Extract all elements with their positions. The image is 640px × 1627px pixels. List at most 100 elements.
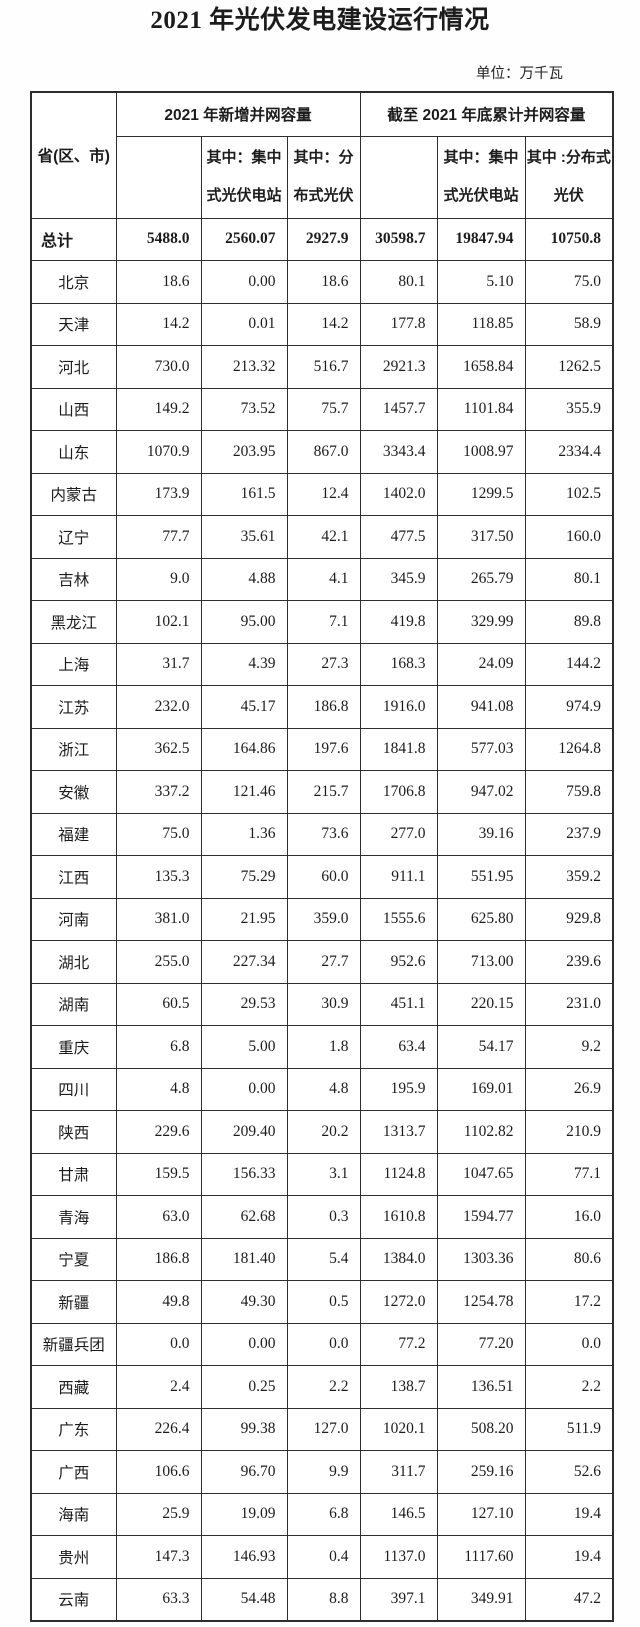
value-cell: 355.9 — [524, 387, 614, 431]
province-cell: 山东 — [30, 430, 117, 474]
value-cell: 1117.60 — [436, 1535, 526, 1579]
value-cell: 5.10 — [436, 260, 526, 304]
value-cell: 1008.97 — [436, 430, 526, 474]
value-cell: 80.1 — [524, 557, 614, 601]
value-cell: 30.9 — [286, 982, 361, 1026]
value-cell: 1916.0 — [359, 685, 438, 729]
table-row: 北京 18.6 0.00 18.6 80.1 5.10 75.0 — [30, 260, 614, 304]
province-cell: 内蒙古 — [30, 472, 117, 516]
value-cell: 63.3 — [115, 1577, 202, 1621]
value-cell: 60.0 — [286, 855, 361, 899]
value-cell: 0.3 — [286, 1195, 361, 1239]
province-cell: 黑龙江 — [30, 600, 117, 644]
table-row: 内蒙古 173.9 161.5 12.4 1402.0 1299.5 102.5 — [30, 472, 614, 516]
table-row: 湖北 255.0 227.34 27.7 952.6 713.00 239.6 — [30, 940, 614, 984]
value-cell: 947.02 — [436, 770, 526, 814]
value-cell: 18.6 — [286, 260, 361, 304]
value-cell: 1124.8 — [359, 1152, 438, 1196]
value-cell: 5.00 — [200, 1025, 288, 1069]
value-cell: 2560.07 — [200, 217, 288, 261]
value-cell: 161.5 — [200, 472, 288, 516]
subheader-new-centralized: 其中：集中 式光伏电站 — [200, 135, 288, 219]
value-cell: 259.16 — [436, 1450, 526, 1494]
province-cell: 新疆 — [30, 1280, 117, 1324]
province-cell: 河北 — [30, 345, 117, 389]
table-row: 福建 75.0 1.36 73.6 277.0 39.16 237.9 — [30, 812, 614, 856]
value-cell: 77.7 — [115, 515, 202, 559]
value-cell: 1706.8 — [359, 770, 438, 814]
value-cell: 169.01 — [436, 1067, 526, 1111]
value-cell: 177.8 — [359, 302, 438, 346]
province-cell: 湖北 — [30, 940, 117, 984]
value-cell: 329.99 — [436, 600, 526, 644]
province-cell: 贵州 — [30, 1535, 117, 1579]
value-cell: 156.33 — [200, 1152, 288, 1196]
value-cell: 1610.8 — [359, 1195, 438, 1239]
value-cell: 42.1 — [286, 515, 361, 559]
province-cell: 江西 — [30, 855, 117, 899]
value-cell: 1841.8 — [359, 727, 438, 771]
value-cell: 1658.84 — [436, 345, 526, 389]
value-cell: 911.1 — [359, 855, 438, 899]
value-cell: 4.8 — [286, 1067, 361, 1111]
table-row: 河北 730.0 213.32 516.7 2921.3 1658.84 1262.5 — [30, 345, 614, 389]
value-cell: 75.7 — [286, 387, 361, 431]
value-cell: 419.8 — [359, 600, 438, 644]
value-cell: 9.2 — [524, 1025, 614, 1069]
value-cell: 239.6 — [524, 940, 614, 984]
value-cell: 52.6 — [524, 1450, 614, 1494]
value-cell: 146.93 — [200, 1535, 288, 1579]
value-cell: 974.9 — [524, 685, 614, 729]
value-cell: 929.8 — [524, 897, 614, 941]
table-body: 总计 5488.0 2560.07 2927.9 30598.7 19847.94 1075… — [30, 217, 614, 1621]
table-row: 广西 106.6 96.70 9.9 311.7 259.16 52.6 — [30, 1450, 614, 1494]
table-row: 云南 63.3 54.48 8.8 397.1 349.91 47.2 — [30, 1577, 614, 1621]
value-cell: 265.79 — [436, 557, 526, 601]
value-cell: 2.2 — [524, 1365, 614, 1409]
value-cell: 1101.84 — [436, 387, 526, 431]
value-cell: 2927.9 — [286, 217, 361, 261]
value-cell: 511.9 — [524, 1407, 614, 1451]
province-cell: 江苏 — [30, 685, 117, 729]
value-cell: 80.6 — [524, 1237, 614, 1281]
value-cell: 9.0 — [115, 557, 202, 601]
value-cell: 1.36 — [200, 812, 288, 856]
table-row: 辽宁 77.7 35.61 42.1 477.5 317.50 160.0 — [30, 515, 614, 559]
value-cell: 47.2 — [524, 1577, 614, 1621]
value-cell: 19.4 — [524, 1492, 614, 1536]
value-cell: 99.38 — [200, 1407, 288, 1451]
value-cell: 49.8 — [115, 1280, 202, 1324]
value-cell: 508.20 — [436, 1407, 526, 1451]
pv-capacity-table: 省(区、市) 2021 年新增并网容量 截至 2021 年底累计并网容量 其中：… — [30, 91, 615, 1622]
province-cell: 山西 — [30, 387, 117, 431]
value-cell: 39.16 — [436, 812, 526, 856]
value-cell: 80.1 — [359, 260, 438, 304]
header-row-sub: 其中：集中 式光伏电站 其中：分 布式光伏 其中：集中 式光伏电站 其中 :分布… — [31, 135, 614, 219]
value-cell: 759.8 — [524, 770, 614, 814]
value-cell: 77.20 — [436, 1322, 526, 1366]
value-cell: 63.0 — [115, 1195, 202, 1239]
value-cell: 29.53 — [200, 982, 288, 1026]
value-cell: 75.0 — [524, 260, 614, 304]
value-cell: 146.5 — [359, 1492, 438, 1536]
value-cell: 277.0 — [359, 812, 438, 856]
table-row: 总计 5488.0 2560.07 2927.9 30598.7 19847.94 1075… — [30, 217, 614, 261]
value-cell: 1384.0 — [359, 1237, 438, 1281]
value-cell: 3.1 — [286, 1152, 361, 1196]
value-cell: 226.4 — [115, 1407, 202, 1451]
value-cell: 19.09 — [200, 1492, 288, 1536]
value-cell: 3343.4 — [359, 430, 438, 474]
value-cell: 4.8 — [115, 1067, 202, 1111]
value-cell: 625.80 — [436, 897, 526, 941]
value-cell: 12.4 — [286, 472, 361, 516]
value-cell: 8.8 — [286, 1577, 361, 1621]
value-cell: 1262.5 — [524, 345, 614, 389]
value-cell: 147.3 — [115, 1535, 202, 1579]
province-cell: 陕西 — [30, 1110, 117, 1154]
value-cell: 349.91 — [436, 1577, 526, 1621]
value-cell: 195.9 — [359, 1067, 438, 1111]
value-cell: 7.1 — [286, 600, 361, 644]
value-cell: 31.7 — [115, 642, 202, 686]
value-cell: 102.1 — [115, 600, 202, 644]
value-cell: 181.40 — [200, 1237, 288, 1281]
